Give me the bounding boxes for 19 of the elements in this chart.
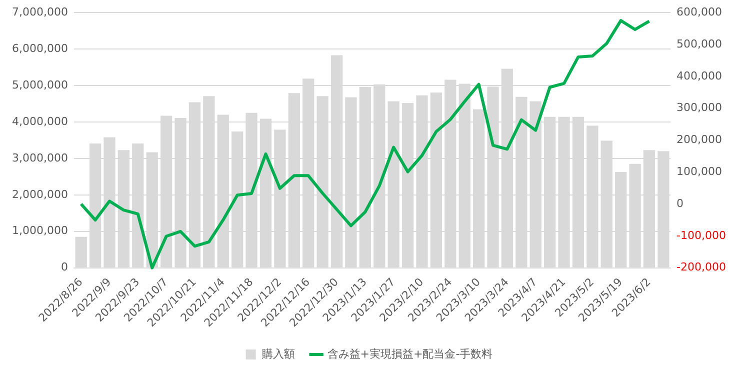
y-tick-label: 1,000,000 <box>12 224 68 238</box>
y2-tick-label: 500,000 <box>676 37 722 50</box>
y2-tick-label: 200,000 <box>676 133 722 146</box>
legend-label: 含み益+実現損益+配当金-手数料 <box>327 347 493 360</box>
y-tick-label: 3,000,000 <box>12 151 68 164</box>
y2-tick-label: 100,000 <box>676 164 722 178</box>
y-tick-label: 4,000,000 <box>12 114 68 128</box>
y2-tick-label: 300,000 <box>676 101 722 114</box>
y-tick-label: 6,000,000 <box>12 42 68 55</box>
y-tick-label: 5,000,000 <box>12 78 68 92</box>
y2-tick-label: -100,000 <box>676 228 726 242</box>
y2-tick-label: 600,000 <box>676 5 722 18</box>
y-tick-label: 2,000,000 <box>12 188 68 201</box>
y2-tick-label: 0 <box>676 196 684 210</box>
y-tick-label: 7,000,000 <box>12 5 68 18</box>
y-tick-label: 0 <box>60 260 68 274</box>
y2-tick-label: -200,000 <box>676 260 726 274</box>
y2-tick-label: 400,000 <box>676 69 722 82</box>
legend-label: 購入額 <box>262 347 295 360</box>
